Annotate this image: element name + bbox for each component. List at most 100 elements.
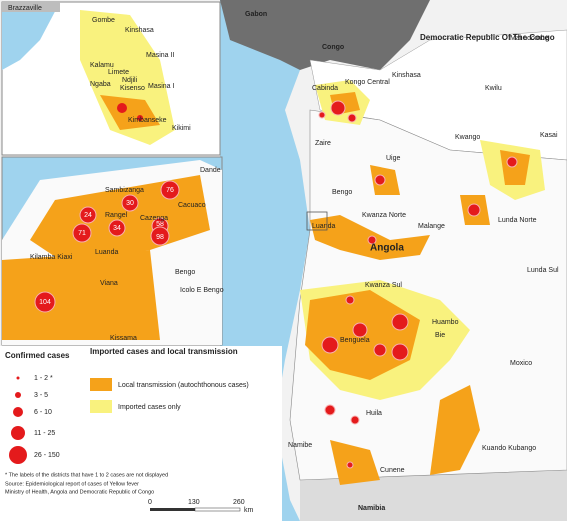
region-label: Kasai <box>540 132 558 139</box>
case-circle <box>108 219 126 237</box>
inset-label: Kilamba Kiaxi <box>30 254 73 261</box>
case-label: 76 <box>166 187 174 194</box>
scale-unit: km <box>244 507 254 514</box>
brazzaville-area <box>2 2 60 12</box>
river <box>2 2 60 70</box>
region-label: Kongo Central <box>345 79 390 86</box>
congo-gabon <box>220 0 430 70</box>
inset-label: Kalamu <box>90 62 114 69</box>
inset-label: Sambizanga <box>105 187 144 194</box>
region-label: Kinshasa <box>392 72 421 79</box>
country-label: Congo <box>322 44 344 51</box>
scale-segment <box>150 508 195 511</box>
case-circle <box>79 206 97 224</box>
case-labels: 76 30 24 71 34 58 98 104 <box>39 187 174 306</box>
case-circle <box>318 111 326 119</box>
inset-label: Masina II <box>146 52 174 59</box>
main-labels: Gabon Congo Democratic Republic Of The C… <box>245 11 559 512</box>
legend-title: Confirmed cases <box>5 351 70 360</box>
case-circle <box>352 322 368 338</box>
region-label: Kuando Kubango <box>482 445 536 452</box>
note: * The labels of the districts that have … <box>5 472 168 478</box>
inset-box <box>306 211 328 231</box>
legend-box <box>0 346 282 521</box>
region-label: Moxico <box>510 360 532 367</box>
inset-label: Kinshasa <box>125 27 154 34</box>
region-label: Uige <box>386 155 401 162</box>
inset-kinshasa: Brazzaville Gombe Kinshasa Masina II Kal… <box>1 1 221 156</box>
case-label: 24 <box>84 212 92 219</box>
inset-label: Ngaba <box>90 81 111 88</box>
case-circle <box>117 103 127 113</box>
case-circle <box>150 226 170 246</box>
note: Ministry of Health, Angola and Democrati… <box>5 489 154 495</box>
region-label: Malange <box>418 223 445 230</box>
case-circle <box>345 295 355 305</box>
inset-label: Rangel <box>105 212 128 219</box>
case-circle <box>330 100 346 116</box>
legend-symbol <box>13 407 23 417</box>
case-label: 34 <box>113 225 121 232</box>
case-circle <box>506 156 518 168</box>
case-circles <box>34 180 180 313</box>
local-area <box>100 95 160 130</box>
legend-label: 11 - 25 <box>34 430 55 437</box>
region-label: Luanda <box>312 223 335 230</box>
country-label: Namibia <box>358 505 385 512</box>
scale-tick: 0 <box>148 499 152 506</box>
inset-label: Limete <box>108 69 129 76</box>
namibia <box>300 470 567 521</box>
inset-label: Bengo <box>175 269 195 276</box>
country-label: Gabon <box>245 11 267 18</box>
case-circle <box>367 235 377 245</box>
legend-label: 26 - 150 <box>34 452 60 459</box>
case-label: 71 <box>78 230 86 237</box>
scale-tick: 130 <box>188 499 200 506</box>
region-label: Benguela <box>340 337 370 344</box>
region-label: Namibe <box>288 442 312 449</box>
legend-label: 1 - 2 * <box>34 375 53 382</box>
scale-bar: 0 130 260 km <box>148 499 254 514</box>
case-circles <box>318 100 518 469</box>
inset-label: Kissama <box>110 335 137 342</box>
inset-label: Dande <box>200 167 221 174</box>
local-area <box>2 250 160 340</box>
region-label: Kwanza Sul <box>365 282 402 289</box>
region-label: Huambo <box>432 319 459 326</box>
case-circle <box>346 461 354 469</box>
country-label: Angola <box>370 243 404 254</box>
inset-luanda: 76 30 24 71 34 58 98 104 Dande Sambizang… <box>1 156 224 346</box>
inset-label: Luanda <box>95 249 118 256</box>
legend-title: Imported cases and local transmission <box>90 347 238 356</box>
case-label: 98 <box>156 234 164 241</box>
case-circle <box>160 180 180 200</box>
scale-segment <box>194 507 241 512</box>
region-label: Lunda Sul <box>527 267 559 274</box>
inset-label: Masina I <box>148 83 175 90</box>
case-circle <box>121 194 139 212</box>
region-label: Cabinda <box>312 85 338 92</box>
transmission-areas <box>300 80 545 485</box>
case-circle <box>391 343 409 361</box>
inset-label: Viana <box>100 280 118 287</box>
legend-label: 6 - 10 <box>34 409 52 416</box>
case-label: 104 <box>39 299 51 306</box>
inset-label: Kikimi <box>172 125 191 132</box>
scale-tick: 260 <box>233 499 245 506</box>
inset-label: Icolo E Bengo <box>180 287 224 294</box>
legend-label: 3 - 5 <box>34 392 48 399</box>
region-label: Bie <box>435 332 445 339</box>
case-circle <box>321 336 339 354</box>
inset-label: Cacuaco <box>178 202 206 209</box>
region-label: Cunene <box>380 467 405 474</box>
region-label: Huila <box>366 410 382 417</box>
inset-label: Cazenga <box>140 215 168 222</box>
legend: Confirmed cases 1 - 2 * 3 - 5 6 - 10 11 … <box>0 346 282 521</box>
case-circle <box>137 115 143 121</box>
case-circle <box>373 343 387 357</box>
case-circle <box>374 174 386 186</box>
region-label: Kwilu <box>485 85 502 92</box>
local-area <box>430 385 480 475</box>
region-label: Bengo <box>332 189 352 196</box>
